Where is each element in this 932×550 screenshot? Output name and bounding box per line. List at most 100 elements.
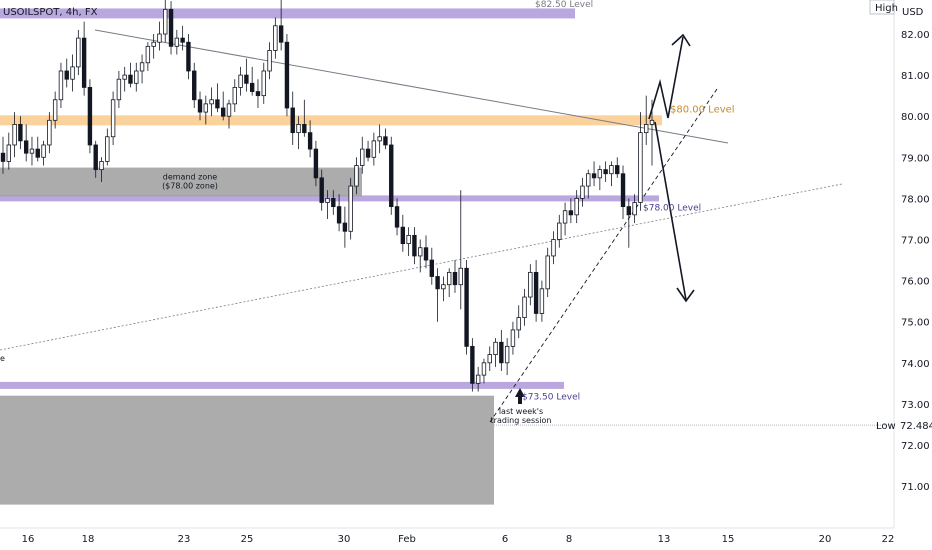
candle bbox=[487, 346, 492, 372]
session-marker-arrow-icon bbox=[515, 388, 525, 404]
bearish-candle-body bbox=[35, 148, 40, 158]
candle bbox=[400, 214, 406, 252]
bullish-candle-body bbox=[145, 45, 151, 64]
candle bbox=[371, 132, 377, 166]
time-tick-label: 20 bbox=[819, 534, 832, 545]
candle bbox=[615, 157, 620, 178]
candle bbox=[313, 140, 319, 187]
bearish-projection-arrow bbox=[654, 121, 687, 301]
bullish-candle-body bbox=[99, 161, 104, 171]
time-axis[interactable] bbox=[0, 528, 932, 550]
bullish-candle-body bbox=[446, 271, 452, 286]
bearish-candle-body bbox=[290, 107, 295, 134]
candle bbox=[470, 338, 475, 392]
bullish-candle-body bbox=[261, 70, 266, 97]
level-label-80-00: $80.00 Level bbox=[670, 104, 735, 115]
candle bbox=[580, 177, 585, 207]
candle bbox=[267, 42, 272, 80]
candle bbox=[290, 91, 295, 145]
bullish-candle-body bbox=[174, 37, 180, 47]
bullish-arrow-head bbox=[671, 33, 691, 47]
session-sublabel: trading session bbox=[491, 416, 552, 425]
candle bbox=[510, 321, 516, 355]
bullish-candle-body bbox=[12, 124, 17, 146]
price-tick-label: 79.00 bbox=[901, 153, 930, 164]
bullish-candle-body bbox=[493, 341, 498, 355]
candle bbox=[93, 140, 98, 178]
bullish-candle-body bbox=[41, 144, 46, 158]
bullish-candle-body bbox=[70, 66, 75, 80]
price-tick-label: 75.00 bbox=[901, 318, 930, 329]
bullish-candle-body bbox=[597, 169, 603, 179]
bearish-candle-body bbox=[394, 206, 400, 228]
price-tick-label: 72.00 bbox=[901, 441, 930, 452]
level-label-73-50: $73.50 Level bbox=[522, 392, 580, 402]
candle bbox=[209, 87, 214, 117]
level-band-82-50 bbox=[0, 8, 575, 19]
candle bbox=[105, 128, 110, 166]
candle bbox=[522, 288, 527, 326]
candle bbox=[504, 338, 510, 376]
left-edge-label: e bbox=[0, 354, 5, 363]
bullish-candle-body bbox=[504, 345, 510, 364]
candle bbox=[632, 194, 637, 224]
candle bbox=[139, 54, 145, 84]
symbol-legend[interactable]: USOILSPOT, 4h, FX bbox=[3, 7, 98, 18]
candle bbox=[284, 34, 290, 117]
bullish-candle-body bbox=[545, 255, 550, 290]
bullish-candle-body bbox=[586, 173, 591, 187]
ascending-dotted-trendline bbox=[0, 183, 843, 351]
bullish-candle-body bbox=[406, 234, 411, 245]
bearish-candle-body bbox=[221, 107, 226, 117]
candle bbox=[87, 79, 93, 154]
candle bbox=[6, 132, 11, 170]
candle bbox=[244, 58, 249, 92]
bullish-candle-body bbox=[638, 132, 643, 203]
price-tick-label: 71.00 bbox=[901, 482, 930, 493]
candle bbox=[528, 264, 533, 306]
candle bbox=[441, 276, 446, 302]
candle bbox=[383, 128, 388, 150]
bullish-candle-body bbox=[47, 119, 52, 146]
bullish-candle-body bbox=[632, 202, 637, 216]
bearish-candle-body bbox=[383, 136, 388, 146]
price-axis[interactable] bbox=[894, 0, 932, 550]
session-label: last week's bbox=[499, 407, 543, 416]
bearish-candle-body bbox=[255, 91, 261, 97]
candle bbox=[134, 62, 139, 92]
candle bbox=[203, 95, 209, 125]
bullish-candle-body bbox=[139, 62, 145, 72]
low-label: Low bbox=[876, 421, 896, 432]
demand-zone-sublabel: ($78.00 zone) bbox=[162, 182, 218, 191]
bearish-candle-body bbox=[615, 165, 620, 175]
demand-zone bbox=[0, 167, 362, 197]
candle bbox=[47, 112, 52, 154]
currency-label: USD bbox=[902, 7, 924, 18]
bearish-candle-body bbox=[307, 132, 313, 150]
bullish-candle-body bbox=[557, 222, 562, 240]
bullish-candle-body bbox=[562, 210, 568, 224]
candle bbox=[319, 169, 324, 211]
candle bbox=[249, 66, 255, 96]
candle bbox=[493, 338, 498, 367]
candle bbox=[475, 366, 481, 392]
candle bbox=[70, 54, 75, 92]
bearish-candle-body bbox=[400, 226, 406, 245]
bearish-candle-body bbox=[186, 41, 191, 72]
bearish-candle-body bbox=[192, 70, 197, 101]
level-label-82-50: $82.50 Level bbox=[535, 0, 593, 10]
time-tick-label: 6 bbox=[502, 534, 508, 545]
bullish-candle-body bbox=[76, 37, 81, 68]
candle bbox=[418, 239, 423, 273]
candle bbox=[168, 1, 174, 55]
candle bbox=[557, 214, 562, 248]
candle bbox=[423, 235, 429, 269]
bearish-candle-body bbox=[412, 234, 417, 257]
bearish-candle-body bbox=[313, 148, 319, 179]
candle bbox=[41, 140, 46, 166]
candle bbox=[597, 165, 603, 191]
bearish-candle-body bbox=[533, 271, 539, 314]
candle bbox=[609, 161, 614, 187]
